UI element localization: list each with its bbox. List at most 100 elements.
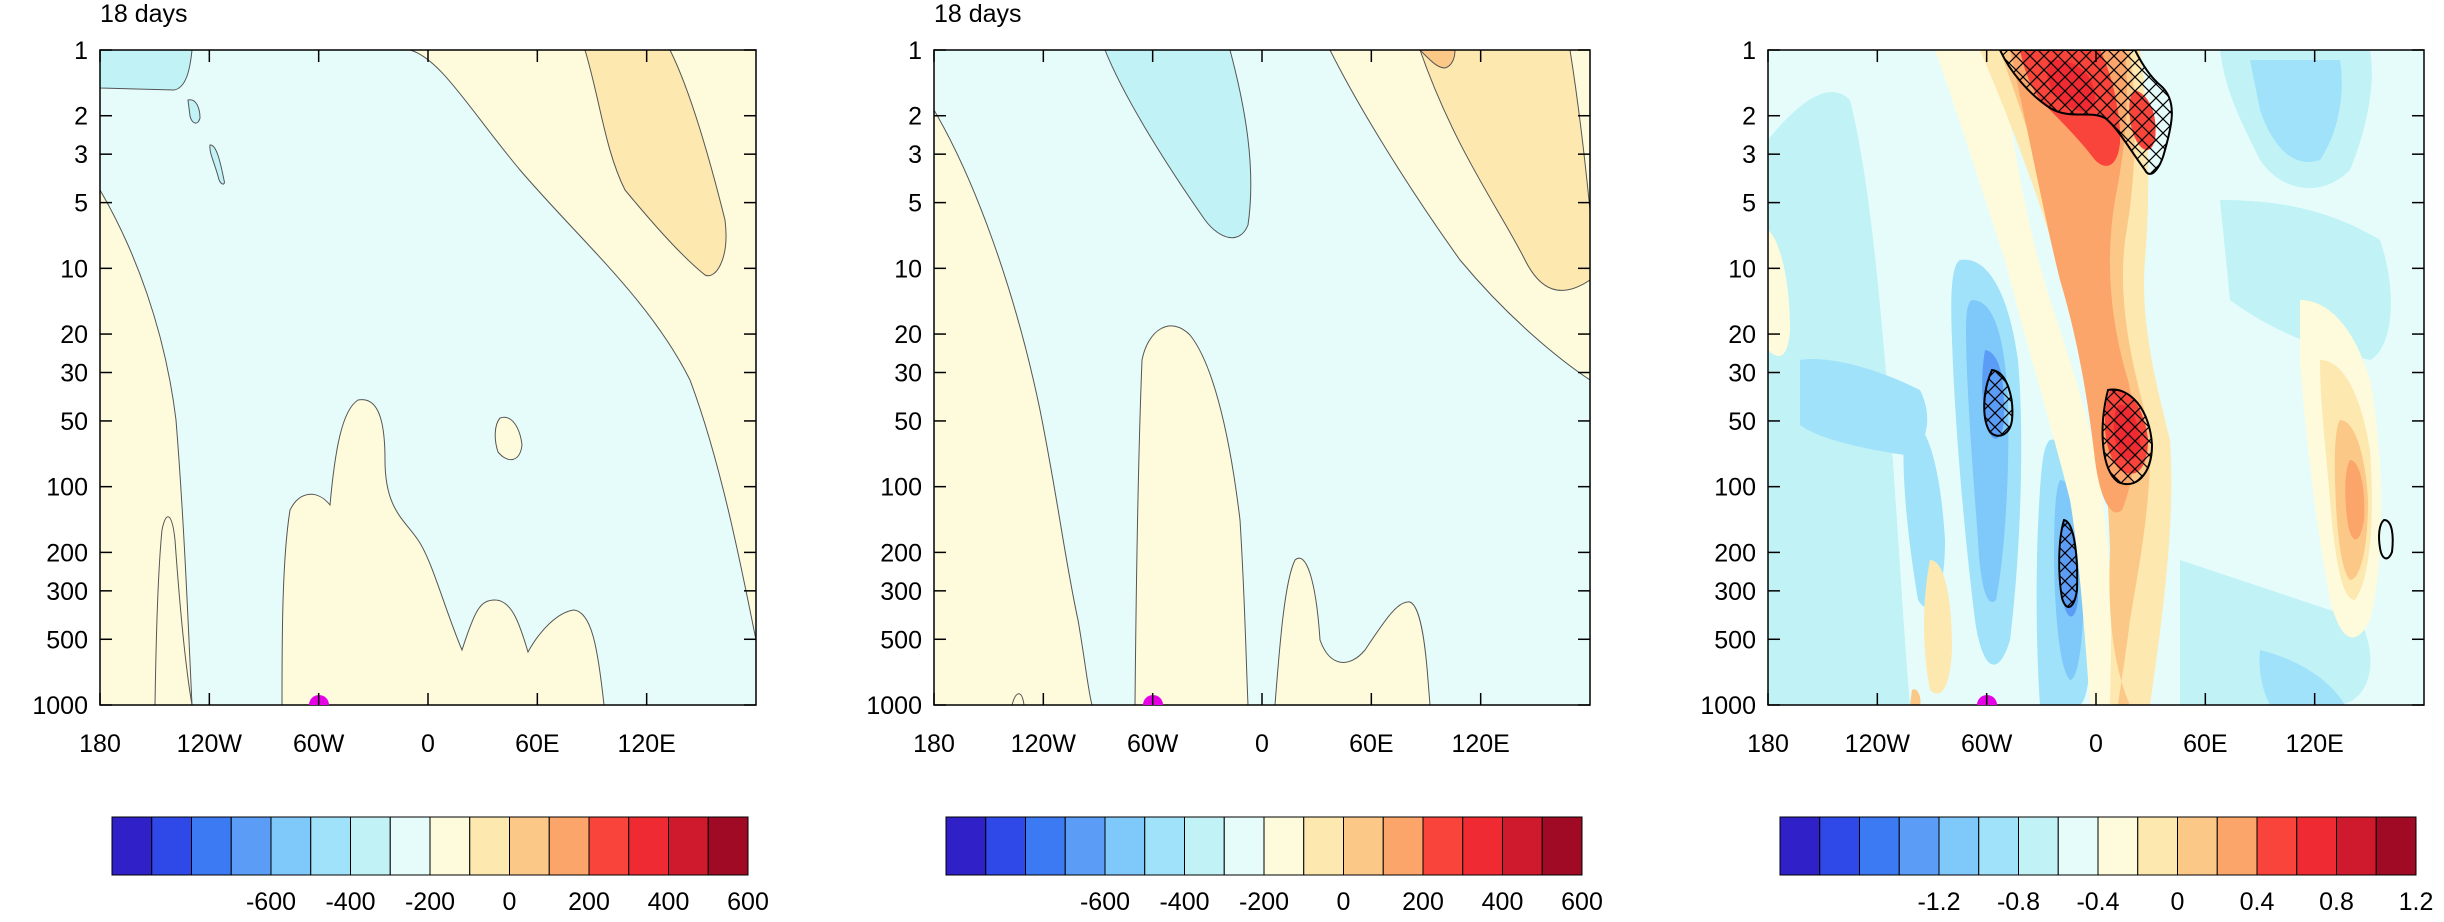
colorbar: -1.2 -0.8 -0.4 0 0.4 0.8 1.2: [1779, 816, 2433, 916]
positive-region: [1910, 689, 1921, 705]
y-tick-label: 2: [1742, 103, 1756, 131]
y-tick-label: 3: [74, 141, 88, 169]
positive-region: [1924, 560, 1952, 694]
colorbar-label: 0: [1337, 888, 1351, 916]
x-tick-label: 180: [79, 730, 121, 758]
panel-1: 18 days 180 120W 60W 0 60E 120E 1 2 3 5 10 20 30 50 10…: [32, 0, 768, 916]
contour-field: [100, 50, 756, 705]
y-tick-label: 300: [880, 578, 922, 606]
colorbar-swatch: [310, 816, 351, 876]
colorbar-swatch: [2256, 816, 2298, 876]
positive-region: [584, 50, 727, 277]
colorbar-swatch: [509, 816, 550, 876]
colorbar-label: -600: [1080, 888, 1130, 916]
colorbar-swatch: [1382, 816, 1424, 876]
colorbar-swatch: [1184, 816, 1225, 876]
x-tick-label: 180: [1747, 730, 1789, 758]
colorbar-swatch: [111, 816, 153, 876]
colorbar-label: -200: [405, 888, 455, 916]
colorbar-swatch: [2216, 816, 2258, 876]
negative-region: [209, 144, 225, 185]
panel-2: 18 days 180 120W 60W 0 60E 120E 1 2 3 5 10 20 30 50 10…: [866, 0, 1602, 916]
x-tick-label: 60E: [515, 730, 559, 758]
significance-contour: [1983, 368, 2014, 437]
colorbar-label: 600: [727, 888, 769, 916]
y-tick-label: 500: [1714, 626, 1756, 654]
colorbar-label: 600: [1561, 888, 1603, 916]
y-tick-label: 20: [60, 321, 88, 349]
negative-region: [187, 99, 201, 124]
y-tick-label: 2: [74, 103, 88, 131]
x-tick-label: 60W: [293, 730, 345, 758]
negative-region: [2220, 200, 2391, 360]
y-tick-label: 20: [1728, 321, 1756, 349]
colorbar-label: 0.4: [2240, 888, 2275, 916]
y-tick-label: 1000: [32, 692, 88, 720]
colorbar-swatch: [2336, 816, 2377, 876]
colorbar-swatch: [707, 816, 749, 876]
colorbar-swatch: [588, 816, 630, 876]
negative-region: [100, 50, 193, 91]
y-tick-label: 100: [46, 474, 88, 502]
y-tick-label: 30: [60, 360, 88, 388]
colorbar-label: -200: [1239, 888, 1289, 916]
colorbar-swatch: [151, 816, 192, 876]
negative-region: [2250, 60, 2342, 162]
y-tick-label: 50: [60, 408, 88, 436]
colorbar-label: 0: [2171, 888, 2185, 916]
colorbar-swatch: [1303, 816, 1344, 876]
colorbar-swatch: [2296, 816, 2337, 876]
x-tick-label: 0: [421, 730, 435, 758]
colorbar-swatch: [2057, 816, 2099, 876]
colorbar-label: 200: [568, 888, 610, 916]
negative-region: [1903, 419, 1945, 608]
colorbar-swatch: [1898, 816, 1940, 876]
y-tick-label: 100: [1714, 474, 1756, 502]
colorbar-swatch: [1779, 816, 1821, 876]
colorbar-swatch: [548, 816, 590, 876]
colorbar-swatch: [1144, 816, 1185, 876]
y-tick-label: 1: [908, 37, 922, 65]
positive-region: [2010, 50, 2135, 513]
y-tick-label: 50: [1728, 408, 1756, 436]
colorbar-swatch: [270, 816, 312, 876]
x-tick-label: 120E: [2285, 730, 2343, 758]
colorbar-swatch: [1025, 816, 1066, 876]
positive-region: [1134, 325, 1249, 705]
negative-region: [1800, 359, 1928, 455]
colorbar-swatch: [389, 816, 431, 876]
colorbar-swatch: [1263, 816, 1305, 876]
panel-title: 18 days: [100, 0, 188, 28]
colorbar-label: 400: [648, 888, 690, 916]
x-tick-label: 60W: [1127, 730, 1179, 758]
y-tick-label: 1: [74, 37, 88, 65]
y-tick-label: 10: [894, 255, 922, 283]
x-tick-label: 60W: [1961, 730, 2013, 758]
positive-region: [1419, 50, 1590, 291]
axes: 180 120W 60W 0 60E 120E 1 2 3 5 10 20 30 50 100 200 300 5…: [1700, 37, 2424, 758]
y-tick-label: 10: [60, 255, 88, 283]
y-tick-label: 2: [908, 103, 922, 131]
colorbar: -600 -400 -200 0 200 400 600: [945, 816, 1603, 916]
x-tick-label: 120W: [1011, 730, 1077, 758]
x-tick-label: 120E: [1451, 730, 1509, 758]
colorbar-swatch: [2018, 816, 2059, 876]
positive-region: [281, 399, 605, 705]
y-tick-label: 10: [1728, 255, 1756, 283]
colorbar-swatch: [2137, 816, 2178, 876]
significance-contour: [2101, 388, 2154, 486]
panel-3: 180 120W 60W 0 60E 120E 1 2 3 5 10 20 30 50 100 200 300 5…: [1700, 37, 2433, 916]
contour-field: [1768, 50, 2424, 705]
colorbar: -600 -400 -200 0 200 400 600: [111, 816, 769, 916]
y-tick-label: 30: [894, 360, 922, 388]
y-tick-label: 100: [880, 474, 922, 502]
colorbar-swatch: [1502, 816, 1543, 876]
x-tick-label: 180: [913, 730, 955, 758]
significance-contour: [2058, 518, 2079, 608]
y-tick-label: 200: [1714, 539, 1756, 567]
axes: 180 120W 60W 0 60E 120E 1 2 3 5 10 20 30 50 100 200 300 5…: [32, 37, 756, 758]
positive-region: [154, 516, 193, 705]
positive-region: [1768, 230, 1790, 356]
